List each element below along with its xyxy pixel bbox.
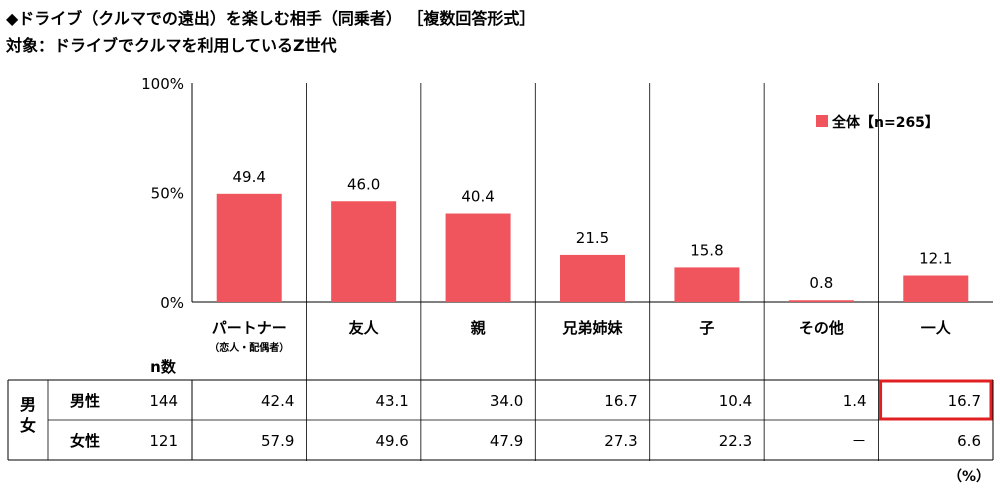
n-header: n数 — [150, 358, 177, 376]
group-label: 女 — [20, 416, 36, 435]
table-cell: 42.4 — [261, 392, 294, 410]
y-tick-label: 0% — [160, 294, 184, 312]
table-cell: － — [852, 432, 867, 450]
table-cell: 27.3 — [604, 432, 637, 450]
table-cell: 43.1 — [375, 392, 408, 410]
table-cell: 34.0 — [490, 392, 523, 410]
bar-value-label: 15.8 — [690, 241, 723, 259]
bar-value-label: 46.0 — [347, 175, 380, 193]
y-tick-label: 100% — [141, 75, 184, 93]
bar — [788, 300, 854, 302]
bar — [674, 267, 740, 302]
category-note: （恋人・配偶者） — [209, 341, 289, 354]
row-label: 女性 — [70, 432, 100, 450]
category-label: 友人 — [349, 319, 380, 337]
table-cell: 16.7 — [604, 392, 637, 410]
category-label: パートナー — [212, 319, 287, 337]
bar — [216, 193, 282, 302]
table-cell: 57.9 — [261, 432, 294, 450]
highlight-box — [879, 379, 993, 421]
chart-subtitle: 対象：ドライブでクルマを利用しているZ世代 — [6, 36, 337, 55]
table-cell: 10.4 — [719, 392, 752, 410]
table-cell: 16.7 — [948, 392, 981, 410]
category-label: 子 — [699, 319, 714, 337]
bar — [560, 254, 625, 302]
group-label: 男 — [20, 395, 36, 414]
bar-value-label: 21.5 — [576, 229, 609, 247]
y-tick-label: 50% — [151, 185, 184, 203]
chart-title: ◆ドライブ（クルマでの遠出）を楽しむ相手（同乗者） ［複数回答形式］ — [6, 9, 536, 28]
row-n: 144 — [149, 392, 178, 410]
bar-value-label: 40.4 — [461, 188, 494, 206]
bar — [903, 275, 969, 302]
category-label: 一人 — [921, 319, 952, 337]
bar — [331, 201, 397, 302]
table-cell: 6.6 — [957, 432, 981, 450]
table-cell: 22.3 — [719, 432, 752, 450]
legend-swatch — [816, 115, 828, 127]
category-label: 親 — [471, 319, 486, 337]
bar-value-label: 0.8 — [809, 274, 833, 292]
bar-value-label: 49.4 — [233, 168, 266, 186]
unit-label: （%） — [948, 469, 990, 485]
table-cell: 49.6 — [375, 432, 408, 450]
table-cell: 47.9 — [490, 432, 523, 450]
legend-label: 全体【n=265】 — [831, 114, 939, 131]
category-label: その他 — [799, 319, 844, 337]
table-cell: 1.4 — [843, 392, 867, 410]
bar-value-label: 12.1 — [919, 250, 952, 268]
row-n: 121 — [149, 432, 178, 450]
category-label: 兄弟姉妹 — [561, 319, 623, 337]
row-label: 男性 — [70, 392, 100, 410]
bar — [445, 213, 511, 302]
